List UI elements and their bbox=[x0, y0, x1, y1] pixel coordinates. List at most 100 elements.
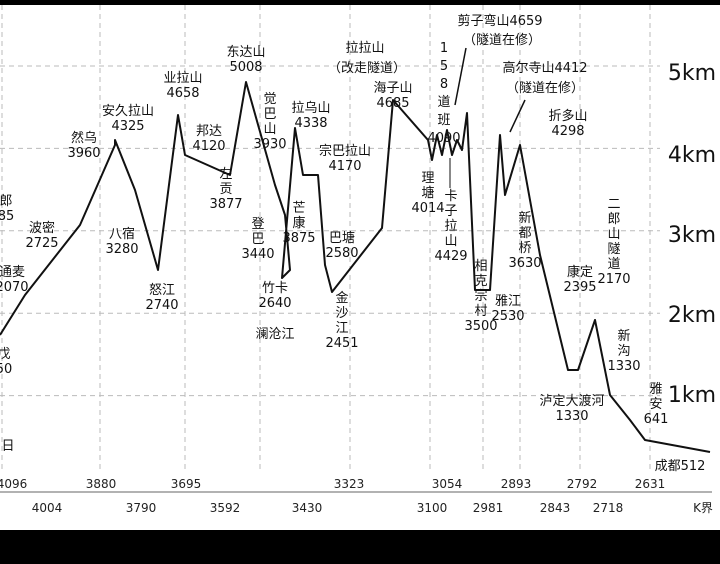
data-label: 高尔寺山4412 bbox=[502, 60, 587, 76]
data-label: 左 bbox=[219, 167, 232, 182]
x-axis-tick-label: 2718 bbox=[593, 501, 624, 515]
data-label: 登 bbox=[251, 217, 264, 232]
data-label: 通麦 bbox=[0, 265, 25, 280]
data-label: 5008 bbox=[229, 60, 262, 75]
data-label: 3280 bbox=[105, 242, 138, 257]
data-label: 克 bbox=[474, 274, 487, 289]
data-label: 江 bbox=[335, 321, 348, 336]
data-label: （隧道在修） bbox=[506, 80, 584, 96]
x-axis-tick-label: 3695 bbox=[171, 477, 202, 491]
x-axis-tick-label: 3790 bbox=[126, 501, 157, 515]
data-label: 剪子弯山4659 bbox=[457, 13, 542, 29]
data-label: 4298 bbox=[551, 124, 584, 139]
x-axis-tick-label: 2631 bbox=[635, 477, 666, 491]
data-label: 道 bbox=[437, 95, 450, 110]
x-axis-tick-label: 2981 bbox=[473, 501, 504, 515]
data-label: 金 bbox=[335, 290, 348, 306]
data-label: 4170 bbox=[328, 159, 361, 174]
data-label: 641 bbox=[644, 412, 669, 427]
chart-background bbox=[0, 5, 720, 530]
x-axis-tick-label: 2792 bbox=[567, 477, 598, 491]
data-label: 8 bbox=[440, 77, 448, 92]
y-axis-tick-label: 4km bbox=[668, 143, 716, 168]
data-label: 雅江 bbox=[495, 294, 521, 309]
data-label: 海子山 bbox=[373, 81, 412, 96]
data-label: 2170 bbox=[597, 272, 630, 287]
data-label: （改走隧道） bbox=[328, 60, 406, 76]
data-label: 2070 bbox=[0, 280, 29, 295]
data-label: 3440 bbox=[241, 247, 274, 262]
x-axis-tick-label: 3430 bbox=[292, 501, 323, 515]
data-label: 山 bbox=[607, 227, 620, 242]
data-label: 成都512 bbox=[655, 459, 706, 474]
data-label: 3630 bbox=[508, 256, 541, 271]
data-label: 新 bbox=[617, 328, 630, 344]
data-label: 班 bbox=[437, 113, 450, 128]
data-label: 3877 bbox=[209, 197, 242, 212]
data-label: 澜沧江 bbox=[255, 326, 294, 342]
x-axis-tick-label: 3054 bbox=[432, 477, 463, 491]
data-label: 4338 bbox=[294, 116, 327, 131]
data-label: 拉拉山 bbox=[345, 41, 384, 56]
data-label: 2451 bbox=[325, 336, 358, 351]
x-axis-tick-label: 4004 bbox=[32, 501, 63, 515]
data-label: 3930 bbox=[253, 137, 286, 152]
data-label: 折多山 bbox=[548, 108, 587, 124]
data-label: 4014 bbox=[411, 201, 444, 216]
data-label: 康 bbox=[292, 215, 305, 231]
data-label: 沙 bbox=[335, 306, 348, 321]
y-axis-tick-label: 5km bbox=[668, 61, 716, 86]
data-label: 3960 bbox=[67, 146, 100, 161]
data-label: 巴 bbox=[263, 107, 276, 122]
data-label: 道 bbox=[607, 257, 620, 272]
data-label: 然乌 bbox=[71, 130, 97, 146]
series-line-elevation bbox=[0, 81, 711, 453]
data-label: 4429 bbox=[434, 249, 467, 264]
data-label: 拉乌山 bbox=[291, 100, 330, 116]
data-label: 4658 bbox=[166, 86, 199, 101]
data-label: 1330 bbox=[607, 359, 640, 374]
data-label: 2640 bbox=[258, 296, 291, 311]
data-label: 巴 bbox=[251, 232, 264, 247]
data-label: 4120 bbox=[192, 139, 225, 154]
data-label: 宗 bbox=[474, 288, 487, 304]
data-label: 相 bbox=[474, 259, 487, 274]
x-axis-tick-label: K界 bbox=[693, 501, 713, 515]
data-label: （隧道在修） bbox=[463, 32, 541, 48]
data-label: 4325 bbox=[111, 119, 144, 134]
data-label: 东达山 bbox=[226, 45, 265, 60]
data-label: 巴塘 bbox=[329, 230, 355, 246]
y-axis-tick-label: 1km bbox=[668, 383, 716, 408]
data-label: 山 bbox=[263, 122, 276, 137]
data-label: 2580 bbox=[325, 246, 358, 261]
data-label: 二 bbox=[607, 197, 620, 212]
data-label: 4090 bbox=[427, 131, 460, 146]
annotation-arrow bbox=[454, 47, 467, 106]
data-label: 2530 bbox=[491, 309, 524, 324]
data-label: 宗巴拉山 bbox=[319, 143, 371, 159]
data-label: 贡 bbox=[219, 182, 232, 197]
y-axis-tick-label: 2km bbox=[668, 303, 716, 328]
x-axis-tick-label: 2843 bbox=[540, 501, 571, 515]
data-label: 业拉山 bbox=[163, 71, 202, 86]
data-label: 沟 bbox=[617, 344, 630, 359]
data-label: 郎 bbox=[607, 212, 620, 227]
data-label: 日 bbox=[1, 439, 14, 454]
data-label: 2395 bbox=[563, 280, 596, 295]
annotation-arrow bbox=[509, 99, 526, 133]
data-label: 山 bbox=[444, 234, 457, 249]
data-label: 卡 bbox=[444, 189, 457, 204]
data-label: 2725 bbox=[25, 236, 58, 251]
x-axis-tick-label: 3100 bbox=[417, 501, 448, 515]
data-label: 1330 bbox=[555, 409, 588, 424]
x-axis-tick-label: 3323 bbox=[334, 477, 365, 491]
x-axis-tick-label: 3592 bbox=[210, 501, 241, 515]
data-label: 泸定大渡河 bbox=[539, 393, 604, 409]
data-label: 竹卡 bbox=[262, 281, 288, 296]
data-label: 安久拉山 bbox=[102, 104, 154, 119]
data-label: 拉 bbox=[444, 219, 457, 234]
data-label: 怒江 bbox=[149, 283, 175, 298]
data-label: 85 bbox=[0, 209, 14, 224]
